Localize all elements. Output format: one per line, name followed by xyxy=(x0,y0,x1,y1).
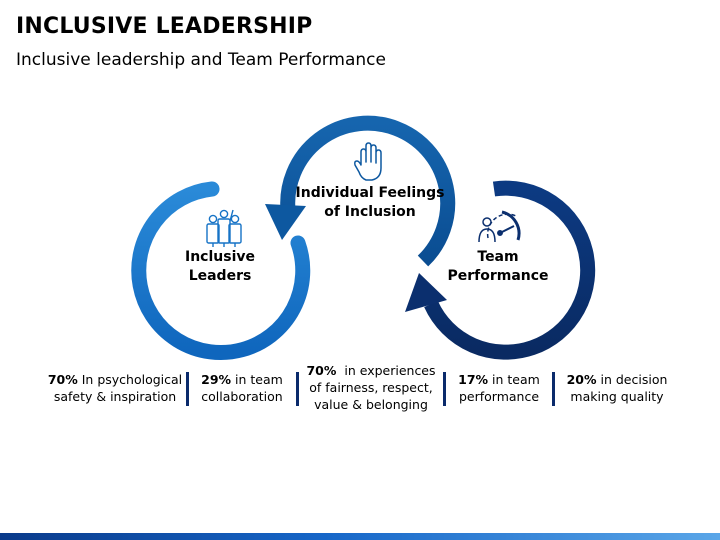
stat-text: in team xyxy=(231,372,283,387)
feelings-label-line2: of Inclusion xyxy=(324,204,416,220)
stat-text: in team xyxy=(488,372,540,387)
people-group-icon xyxy=(206,209,242,247)
page-title: INCLUSIVE LEADERSHIP xyxy=(16,14,313,39)
stat-fairness-experiences: 70% in experiences of fairness, respect,… xyxy=(302,362,440,413)
stat-text: in decision xyxy=(596,372,668,387)
feelings-label: Individual Feelings of Inclusion xyxy=(295,184,445,222)
raised-hand-icon xyxy=(354,142,382,181)
stat-text: in experiences xyxy=(336,363,436,378)
stat-decision-quality: 20% in decision making quality xyxy=(558,371,676,405)
leaders-label-line1: Inclusive xyxy=(185,249,255,265)
stat-text: of fairness, respect, xyxy=(309,380,433,395)
feelings-loop-arc xyxy=(280,115,456,267)
stat-text: making quality xyxy=(570,389,664,404)
stat-team-performance: 17% in team performance xyxy=(450,371,548,405)
stat-value: 70% xyxy=(47,372,78,387)
stat-separator xyxy=(186,372,189,406)
stat-text: value & belonging xyxy=(314,397,428,412)
stat-psychological-safety: 70% In psychological safety & inspiratio… xyxy=(46,371,184,405)
stat-separator xyxy=(443,372,446,406)
performance-label: Team Performance xyxy=(438,248,558,286)
stat-value: 29% xyxy=(201,372,232,387)
stat-team-collaboration: 29% in team collaboration xyxy=(192,371,292,405)
page-subtitle: Inclusive leadership and Team Performanc… xyxy=(16,50,386,70)
stat-value: 70% xyxy=(306,363,337,378)
performance-label-line2: Performance xyxy=(447,268,549,284)
stat-value: 20% xyxy=(566,372,597,387)
leaders-label: Inclusive Leaders xyxy=(160,248,280,286)
feelings-label-line1: Individual Feelings xyxy=(295,185,445,201)
performance-arrow-head xyxy=(405,273,447,312)
stat-text: safety & inspiration xyxy=(53,389,177,404)
stat-separator xyxy=(296,372,299,406)
performance-loop-arc xyxy=(424,180,596,360)
performance-gauge-icon xyxy=(478,210,521,243)
stat-text: performance xyxy=(458,389,540,404)
stat-text: In psychological xyxy=(77,372,183,387)
stat-separator xyxy=(552,372,555,406)
leaders-label-line2: Leaders xyxy=(188,268,252,284)
footer-accent-bar xyxy=(0,533,720,540)
performance-label-line1: Team xyxy=(477,249,519,265)
feelings-arrow-head xyxy=(265,204,306,240)
leaders-loop-arc xyxy=(131,181,311,361)
stat-value: 17% xyxy=(458,372,489,387)
stat-text: collaboration xyxy=(201,389,283,404)
